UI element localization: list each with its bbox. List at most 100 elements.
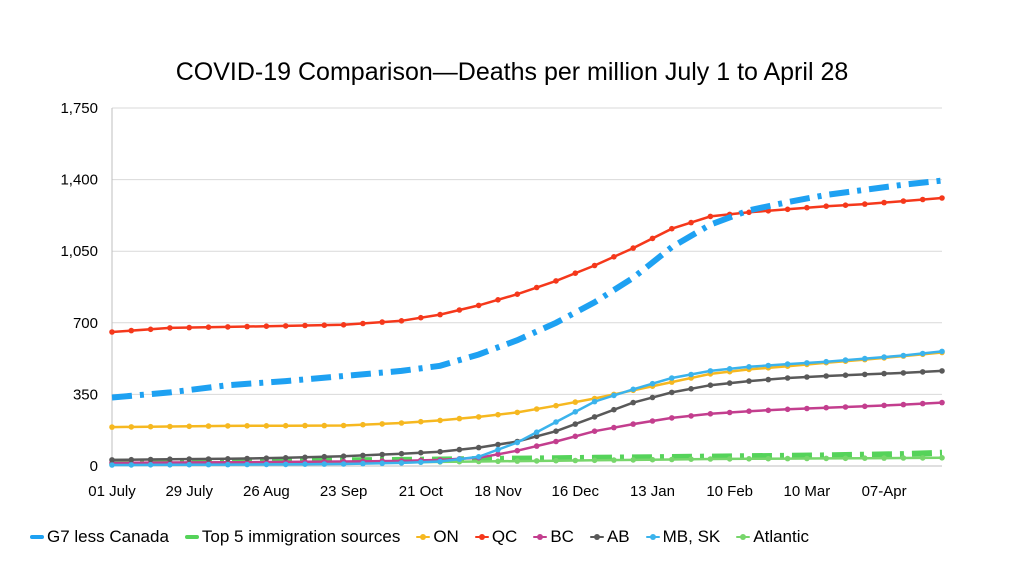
series-point [669,375,675,381]
series-point [225,423,231,429]
series-point [282,422,289,429]
series-point [553,402,559,409]
chart-title: COVID-19 Comparison—Deaths per million J… [175,58,849,86]
series-point [804,455,810,462]
series-point [205,324,212,331]
legend: G7 less Canada Top 5 immigration sources O… [30,524,1010,550]
series-point [244,323,250,330]
series-point [418,418,424,425]
series-point [282,323,289,329]
series-point [881,370,887,377]
series-point [533,284,540,291]
legend-label: BC [550,527,574,546]
series-point [669,225,675,232]
series-point [591,428,598,435]
series-point [167,462,173,468]
series-point [302,422,308,429]
series-point [572,399,579,405]
series-point [707,382,714,389]
series-point [919,400,926,407]
series-point [456,456,463,462]
series-point [109,329,115,335]
series-point [746,378,752,384]
series-point [495,458,501,465]
series-point [302,454,308,461]
series-point [784,375,791,381]
series-point [572,409,579,415]
series-point [862,355,868,362]
series-point [109,462,115,468]
series-point [630,245,636,251]
series-point [418,459,424,466]
series-point [900,198,907,204]
x-tick-label: 16 Dec [551,483,599,500]
series-point [553,419,559,425]
series-point [147,462,154,468]
series-point [823,455,829,462]
series-point [205,423,212,429]
series-point [167,325,173,331]
series-point [688,386,694,392]
series-point [649,235,656,242]
series-point [167,456,173,463]
legend-swatch [30,530,44,544]
series-point [437,311,443,318]
series-point [939,399,945,406]
series-point [572,433,579,440]
y-tick-label: 1,750 [60,100,98,117]
x-tick-label: 10 Mar [784,483,831,500]
series-point [669,379,675,385]
legend-item: G7 less Canada [30,527,169,547]
series-point [900,455,907,461]
series-point [225,456,231,462]
series-point [398,450,405,457]
series-point [437,458,443,465]
axes [111,108,942,467]
series-point [881,354,887,360]
series-point [630,386,636,393]
y-tick-label: 1,400 [60,172,98,189]
series-point [553,457,559,464]
series-point [263,423,270,429]
x-tick-label: 29 July [165,483,213,500]
series-point [804,204,810,211]
legend-swatch [474,530,489,544]
legend-item: BC [533,527,574,547]
series-point [784,361,791,367]
series-point [939,195,945,201]
series-point [881,455,887,461]
series-line [111,177,943,401]
series-point [186,456,192,462]
legend-swatch [645,530,660,544]
series-point [900,370,907,376]
series-point [495,441,501,448]
series-point [939,455,945,461]
series-point [765,407,772,414]
series-point [707,213,714,220]
series-point [862,371,868,378]
series-point [514,447,521,454]
series-point [360,421,366,428]
legend-swatch [416,530,431,544]
series-point [437,448,443,455]
series-point [823,203,829,209]
legend-swatch [736,530,751,544]
legend-item: Atlantic [736,527,809,547]
x-tick-label: 23 Sep [320,483,368,500]
series-point [823,373,829,379]
series-point [514,409,521,416]
series-point [186,324,192,331]
series-point [591,398,598,405]
series-point [804,374,810,380]
series-point [533,458,540,464]
series-point [302,461,308,468]
series-ab [109,368,945,463]
series-lines [109,177,945,468]
legend-item: AB [589,527,630,547]
series-point [321,422,328,429]
series-point [147,456,154,463]
series-point [244,461,250,468]
series-point [495,451,501,458]
series-point [495,446,501,453]
series-point [379,460,386,467]
